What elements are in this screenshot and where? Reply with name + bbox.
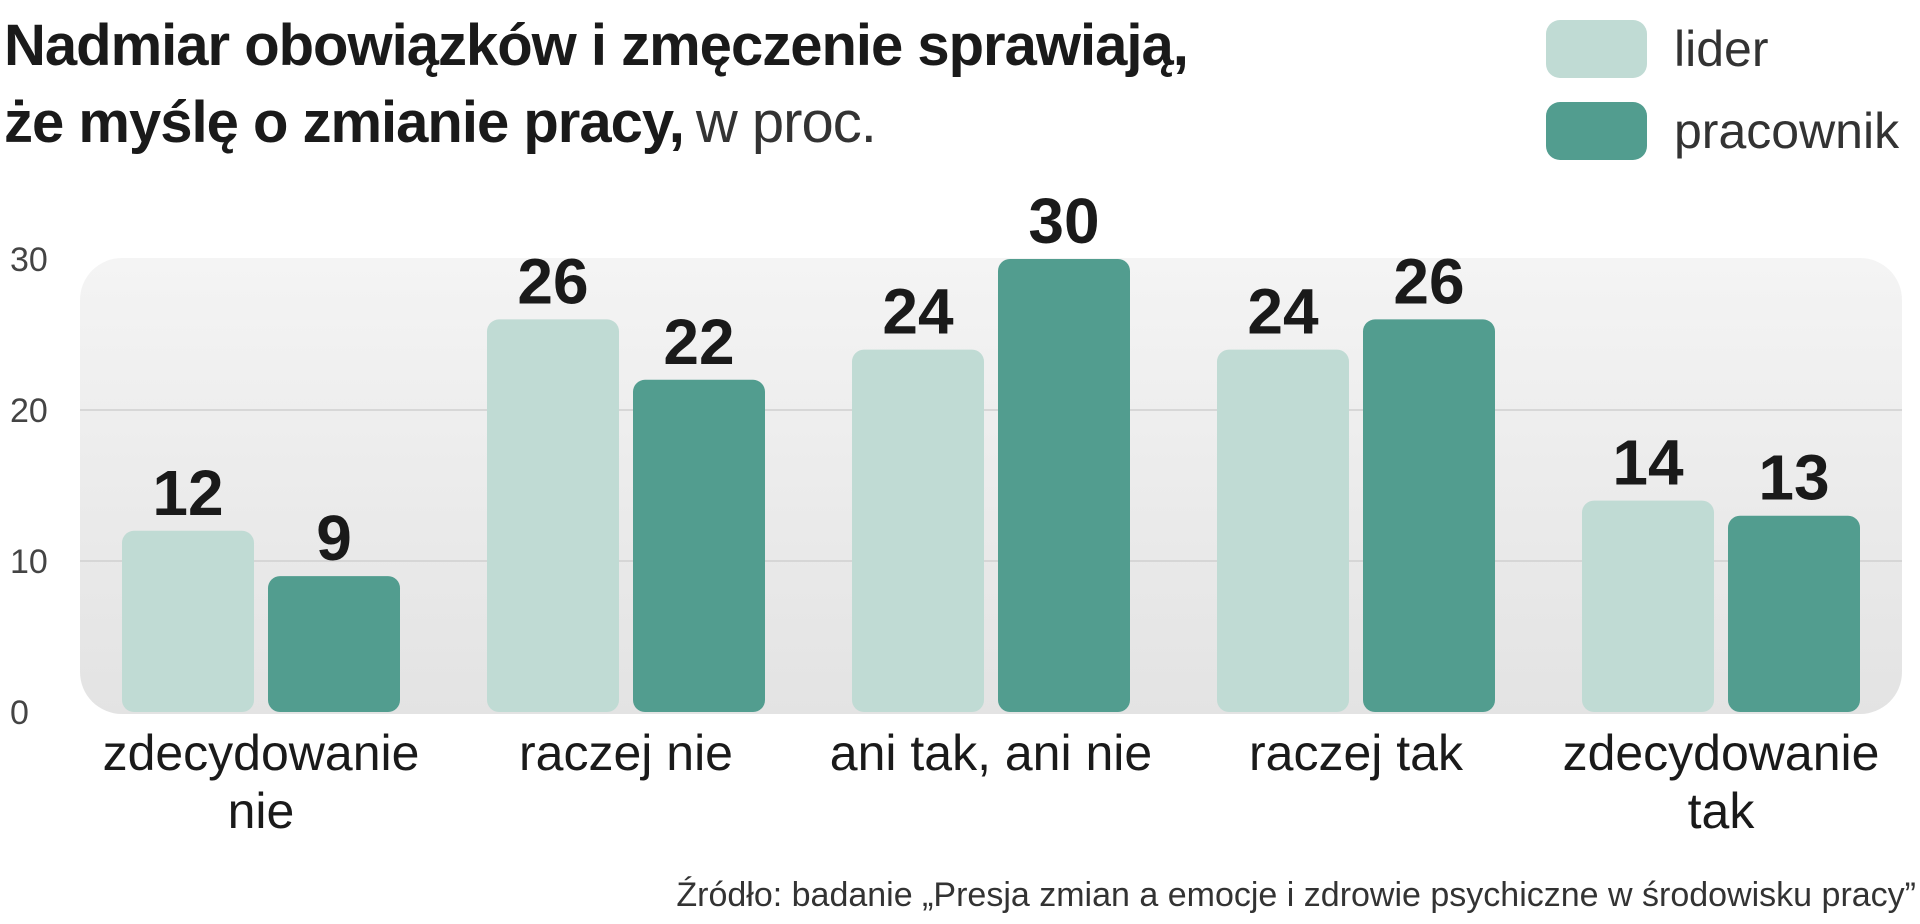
bar-lider (1582, 500, 1714, 712)
value-label-lider: 24 (1247, 276, 1319, 348)
value-label-pracownik: 13 (1758, 442, 1829, 514)
category-label: raczej nie (519, 725, 733, 781)
y-tick-label: 30 (10, 241, 48, 279)
legend-label-pracownik: pracownik (1674, 103, 1900, 159)
bar-lider (852, 349, 984, 712)
bars (122, 259, 1860, 712)
value-label-pracownik: 26 (1393, 245, 1464, 317)
chart-title-bold: że myślę o zmianie pracy, (4, 90, 684, 155)
chart-title-line2: że myślę o zmianie pracy, w proc. (4, 90, 876, 155)
value-label-lider: 26 (517, 245, 588, 317)
legend: lider pracownik (1546, 20, 1900, 160)
value-label-pracownik: 22 (663, 306, 734, 378)
value-label-lider: 14 (1612, 427, 1684, 499)
category-label: zdecydowanie (103, 725, 420, 781)
legend-swatch-pracownik (1546, 102, 1647, 160)
value-label-lider: 12 (152, 457, 223, 529)
bar-lider (122, 530, 254, 712)
bar-pracownik (998, 259, 1130, 712)
bar-pracownik (633, 379, 765, 712)
legend-swatch-lider (1546, 20, 1647, 78)
legend-label-lider: lider (1674, 21, 1768, 77)
category-label: zdecydowanie (1563, 725, 1880, 781)
y-tick-label: 20 (10, 392, 48, 430)
category-label: tak (1688, 783, 1756, 839)
chart-title-unit: w proc. (695, 90, 876, 155)
category-label: raczej tak (1249, 725, 1464, 781)
category-label: ani tak, ani nie (830, 725, 1152, 781)
value-label-pracownik: 30 (1028, 185, 1099, 257)
value-label-lider: 24 (882, 276, 954, 348)
value-label-pracownik: 9 (316, 502, 352, 574)
value-labels: 12 9 26 22 24 30 24 26 14 13 (152, 185, 1829, 574)
bar-pracownik (1728, 515, 1860, 712)
bar-lider (1217, 349, 1349, 712)
bar-pracownik (268, 576, 400, 712)
y-tick-label: 10 (10, 543, 48, 581)
y-tick-label: 0 (10, 694, 29, 732)
category-label: nie (228, 783, 295, 839)
y-axis: 0 10 20 30 (10, 241, 48, 732)
bar-lider (487, 319, 619, 712)
chart-title-line1: Nadmiar obowiązków i zmęczenie sprawiają… (4, 13, 1188, 78)
bar-pracownik (1363, 319, 1495, 712)
source-note: Źródło: badanie „Presja zmian a emocje i… (676, 876, 1916, 914)
